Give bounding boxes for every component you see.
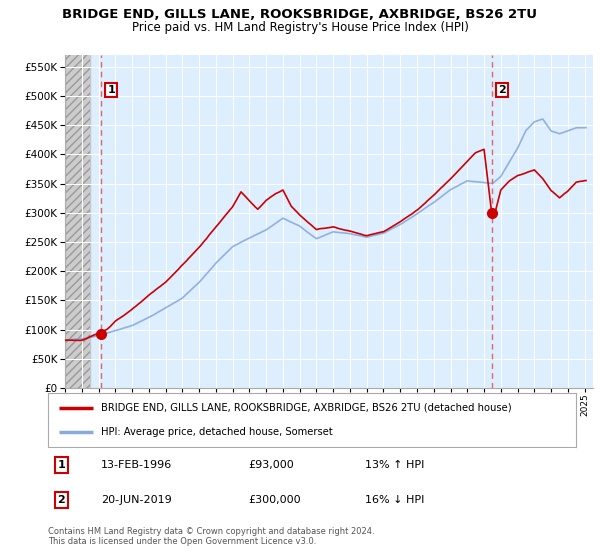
Text: Contains HM Land Registry data © Crown copyright and database right 2024.
This d: Contains HM Land Registry data © Crown c… bbox=[48, 526, 374, 546]
Text: £93,000: £93,000 bbox=[248, 460, 295, 470]
Bar bbox=[65, 55, 90, 388]
Text: HPI: Average price, detached house, Somerset: HPI: Average price, detached house, Some… bbox=[101, 427, 332, 437]
Text: 1: 1 bbox=[58, 460, 65, 470]
Text: Price paid vs. HM Land Registry's House Price Index (HPI): Price paid vs. HM Land Registry's House … bbox=[131, 21, 469, 34]
Text: 2: 2 bbox=[499, 85, 506, 95]
Text: £300,000: £300,000 bbox=[248, 495, 301, 505]
Text: 20-JUN-2019: 20-JUN-2019 bbox=[101, 495, 172, 505]
Text: BRIDGE END, GILLS LANE, ROOKSBRIDGE, AXBRIDGE, BS26 2TU: BRIDGE END, GILLS LANE, ROOKSBRIDGE, AXB… bbox=[62, 8, 538, 21]
Text: 2: 2 bbox=[58, 495, 65, 505]
Bar bbox=[65, 55, 90, 388]
Text: 13% ↑ HPI: 13% ↑ HPI bbox=[365, 460, 424, 470]
Text: 16% ↓ HPI: 16% ↓ HPI bbox=[365, 495, 424, 505]
Text: BRIDGE END, GILLS LANE, ROOKSBRIDGE, AXBRIDGE, BS26 2TU (detached house): BRIDGE END, GILLS LANE, ROOKSBRIDGE, AXB… bbox=[101, 403, 511, 413]
Text: 1: 1 bbox=[107, 85, 115, 95]
Text: 13-FEB-1996: 13-FEB-1996 bbox=[101, 460, 172, 470]
